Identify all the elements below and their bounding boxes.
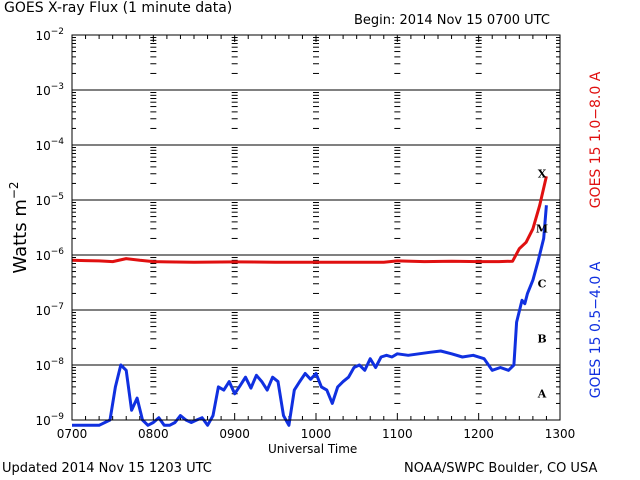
credit-label: NOAA/SWPC Boulder, CO USA [404,461,598,476]
x-tick-label: 1000 [301,427,332,441]
x-tick-label: 0700 [57,427,88,441]
x-tick-label: 1300 [545,427,576,441]
updated-timestamp: Updated 2014 Nov 15 1203 UTC [2,461,212,476]
axis-labels: 0700 0800 0900 1000 1100 1200 1300 10−2 10−3 10−4… [7,27,604,441]
flare-class-M: M [536,223,548,236]
x-tick-label: 1200 [463,427,494,441]
y-tick-label: 10−8 [35,357,64,373]
plot-frame [71,34,561,421]
series-short-wavelength [72,205,548,427]
legend-long-wavelength: GOES 15 1.0−8.0 A [588,71,604,208]
y-tick-label: 10−2 [35,27,64,43]
x-tick-label: 1100 [382,427,413,441]
x-tick-label: 0800 [138,427,169,441]
flare-class-B: B [537,333,546,346]
y-tick-label: 10−7 [35,302,64,318]
flare-class-C: C [538,278,547,291]
y-tick-label: 10−3 [35,82,64,98]
series-long-wavelength [71,175,548,264]
y-tick-label: 10−5 [35,192,64,208]
series-layer [71,175,548,427]
axis-ticks [71,35,561,420]
x-tick-label: 0900 [219,427,250,441]
y-tick-label: 10−9 [35,412,64,428]
y-tick-label: 10−4 [35,137,64,153]
flare-class-X: X [538,168,547,181]
chart-title: GOES X-ray Flux (1 minute data) [4,0,233,16]
y-tick-label: 10−6 [35,247,64,263]
grid-lines [72,89,560,366]
legend-short-wavelength: GOES 15 0.5−4.0 A [588,261,604,398]
begin-time-label: Begin: 2014 Nov 15 0700 UTC [354,13,550,28]
y-axis-title: Watts m−2 [7,181,31,273]
x-axis-title: Universal Time [268,442,358,456]
flare-class-A: A [537,388,547,401]
